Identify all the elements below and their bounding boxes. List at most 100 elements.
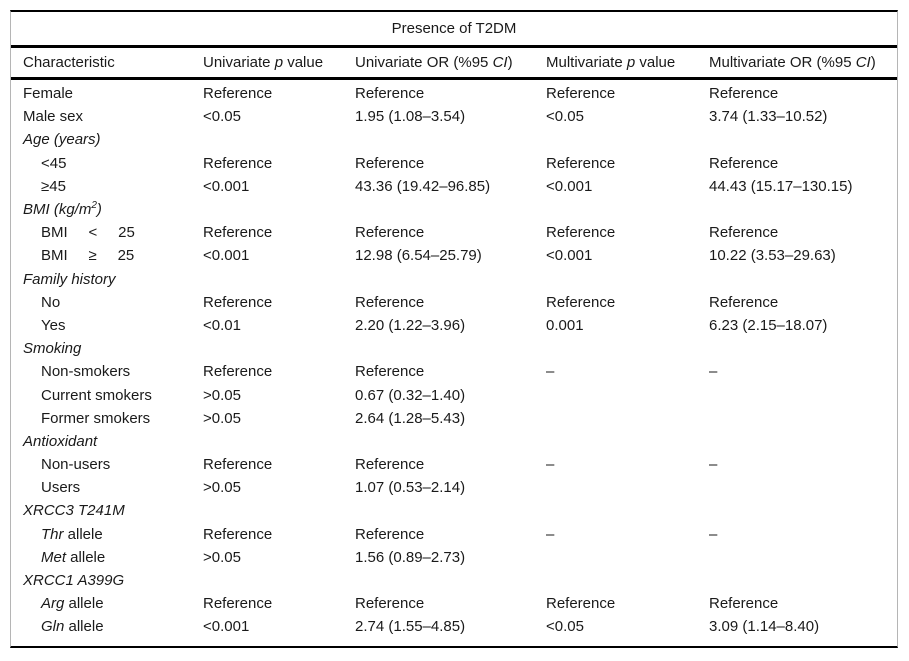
text-segment: Yes xyxy=(41,316,66,334)
text-segment: BMI (kg/m xyxy=(23,201,92,219)
cell-univariate-p: >0.05 xyxy=(203,409,241,427)
cell-univariate-or: 1.07 (0.53–2.14) xyxy=(355,479,466,497)
text-segment: BMI < 25 xyxy=(41,224,135,242)
row-label: Yes xyxy=(11,317,203,334)
row-label: Former smokers xyxy=(11,410,203,427)
table-header-row: Characteristic Univariate p value Univaria… xyxy=(11,48,897,77)
text-segment: Users xyxy=(41,479,81,497)
cell-univariate-or: Reference xyxy=(355,293,425,311)
row-label: Smoking xyxy=(11,340,203,357)
text-segment: ≥45 xyxy=(41,177,66,195)
cell-univariate-or: 2.64 (1.28–5.43) xyxy=(355,409,466,427)
text-segment: CI xyxy=(855,54,871,71)
row-label: BMI (kg/m2) xyxy=(11,201,203,219)
text-segment: ) xyxy=(870,54,876,71)
table-group-row: BMI (kg/m2) xyxy=(11,198,897,221)
cell-multivariate-p: – xyxy=(546,456,555,474)
text-segment: value xyxy=(635,54,676,71)
row-label: Current smokers xyxy=(11,387,203,404)
row-label: ≥45 xyxy=(11,178,203,195)
cell-univariate-or: 12.98 (6.54–25.79) xyxy=(355,247,482,265)
cell-univariate-or: Reference xyxy=(355,595,425,613)
row-label: Family history xyxy=(11,271,203,288)
row-label: <45 xyxy=(11,155,203,172)
cell-multivariate-or: Reference xyxy=(709,224,779,242)
table-group-row: XRCC3 T241M xyxy=(11,499,897,522)
cell-multivariate-or: 6.23 (2.15–18.07) xyxy=(709,316,828,334)
cell-univariate-or: Reference xyxy=(355,456,425,474)
cell-multivariate-p: – xyxy=(546,525,555,543)
cell-univariate-p: <0.01 xyxy=(203,316,241,334)
text-segment: Multivariate OR (%95 xyxy=(709,54,856,71)
text-segment: CI xyxy=(492,54,508,71)
column-header-univariate-p: Univariate p value xyxy=(203,54,355,71)
text-segment: allele xyxy=(66,548,106,566)
cell-multivariate-p: Reference xyxy=(546,293,616,311)
row-label: BMI < 25 xyxy=(11,224,203,241)
text-segment: Smoking xyxy=(23,340,82,358)
cell-multivariate-or: 10.22 (3.53–29.63) xyxy=(709,247,836,265)
text-segment: p xyxy=(626,54,636,71)
table-row: Male sex <0.05 1.95 (1.08–3.54) <0.05 3.74 (… xyxy=(11,105,897,128)
text-segment: Multivariate xyxy=(546,54,627,71)
column-header-multivariate-or: Multivariate OR (%95 CI) xyxy=(709,54,897,71)
text-segment: Thr xyxy=(41,525,64,543)
column-header-characteristic: Characteristic xyxy=(11,54,203,71)
cell-univariate-or: Reference xyxy=(355,85,425,103)
table-row: Gln allele <0.001 2.74 (1.55–4.85) <0.05 3.0… xyxy=(11,615,897,638)
text-segment: allele xyxy=(63,525,103,543)
cell-univariate-or: Reference xyxy=(355,363,425,381)
cell-multivariate-or: – xyxy=(709,525,718,543)
cell-multivariate-or: – xyxy=(709,456,718,474)
cell-univariate-p: Reference xyxy=(203,363,273,381)
cell-multivariate-or: 44.43 (15.17–130.15) xyxy=(709,177,853,195)
table-row: <45 Reference Reference Reference Reference xyxy=(11,152,897,175)
row-label: No xyxy=(11,294,203,311)
row-label: Non-smokers xyxy=(11,363,203,380)
text-segment: ) xyxy=(96,201,102,219)
row-label: Antioxidant xyxy=(11,433,203,450)
table-group-row: XRCC1 A399G xyxy=(11,569,897,592)
text-segment: Female xyxy=(23,85,74,103)
cell-multivariate-p: – xyxy=(546,363,555,381)
text-segment: Characteristic xyxy=(23,54,115,71)
text-segment: Male sex xyxy=(23,108,84,126)
text-segment: <45 xyxy=(41,154,67,172)
table-row: BMI ≥ 25 <0.001 12.98 (6.54–25.79) <0.001 10… xyxy=(11,244,897,267)
table-row: Female Reference Reference Reference Referen… xyxy=(11,82,897,105)
text-segment: ) xyxy=(507,54,513,71)
cell-multivariate-or: Reference xyxy=(709,154,779,172)
cell-univariate-or: 2.20 (1.22–3.96) xyxy=(355,316,466,334)
cell-multivariate-p: <0.05 xyxy=(546,618,584,636)
cell-univariate-or: Reference xyxy=(355,154,425,172)
table-row: Former smokers >0.05 2.64 (1.28–5.43) xyxy=(11,407,897,430)
cell-univariate-or: 43.36 (19.42–96.85) xyxy=(355,177,491,195)
cell-multivariate-p: <0.05 xyxy=(546,108,584,126)
row-label: XRCC1 A399G xyxy=(11,572,203,589)
table-row: Yes <0.01 2.20 (1.22–3.96) 0.001 6.23 (2.15–… xyxy=(11,314,897,337)
row-label: Age (years) xyxy=(11,131,203,148)
cell-univariate-p: <0.001 xyxy=(203,247,250,265)
cell-univariate-p: <0.001 xyxy=(203,177,250,195)
text-segment: Non-smokers xyxy=(41,363,131,381)
text-segment: Univariate xyxy=(203,54,275,71)
cell-multivariate-or: Reference xyxy=(709,85,779,103)
table-title: Presence of T2DM xyxy=(391,20,517,37)
row-label: Met allele xyxy=(11,549,203,566)
table-row: ≥45 <0.001 43.36 (19.42–96.85) <0.001 44.43 … xyxy=(11,175,897,198)
table-group-row: Antioxidant xyxy=(11,430,897,453)
cell-univariate-p: >0.05 xyxy=(203,479,241,497)
cell-univariate-p: Reference xyxy=(203,525,273,543)
cell-multivariate-p: Reference xyxy=(546,154,616,172)
text-segment: Non-users xyxy=(41,456,111,474)
cell-multivariate-or: 3.09 (1.14–8.40) xyxy=(709,618,820,636)
cell-multivariate-or: – xyxy=(709,363,718,381)
rule-below-title xyxy=(11,45,897,48)
text-segment: Antioxidant xyxy=(23,432,98,450)
text-segment: BMI ≥ 25 xyxy=(41,247,135,265)
cell-univariate-p: >0.05 xyxy=(203,548,241,566)
text-segment: p xyxy=(274,54,284,71)
cell-univariate-p: <0.05 xyxy=(203,108,241,126)
cell-multivariate-p: Reference xyxy=(546,595,616,613)
column-header-univariate-or: Univariate OR (%95 CI) xyxy=(355,54,546,71)
